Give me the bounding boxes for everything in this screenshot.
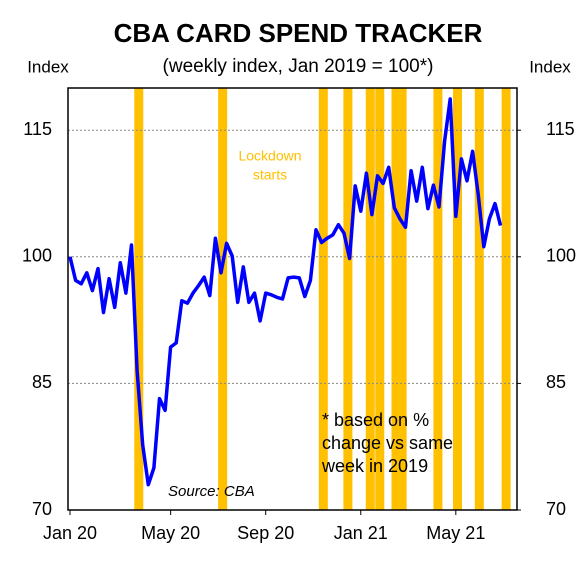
y-tick-label: 85 xyxy=(32,372,52,392)
y2-tick-label: 115 xyxy=(546,119,575,139)
x-tick-label: Sep 20 xyxy=(237,523,294,543)
y2-tick-label: 100 xyxy=(546,246,576,266)
series-line xyxy=(68,97,503,487)
annotation: * based on % xyxy=(322,410,429,430)
chart-subtitle: (weekly index, Jan 2019 = 100*) xyxy=(163,56,434,77)
lockdown-bar xyxy=(433,88,443,510)
y2-tick-label: 70 xyxy=(546,499,566,519)
lockdown-bar xyxy=(452,88,462,510)
annotation: Source: CBA xyxy=(168,483,255,500)
annotation: week in 2019 xyxy=(321,456,428,476)
x-tick-label: May 20 xyxy=(141,523,200,543)
x-tick-label: Jan 21 xyxy=(334,523,388,543)
annotation: Lockdown xyxy=(238,148,301,164)
lockdown-bar xyxy=(391,88,401,510)
chart-title: CBA CARD SPEND TRACKER xyxy=(114,18,483,48)
y-tick-label: 115 xyxy=(23,119,52,139)
lockdown-bar xyxy=(397,88,407,510)
y-axis-label: Index xyxy=(27,57,69,76)
x-tick-label: May 21 xyxy=(426,523,485,543)
annotation: starts xyxy=(253,167,287,183)
lockdown-bar xyxy=(218,88,228,510)
lockdown-bar xyxy=(375,88,385,510)
lockdown-bar xyxy=(343,88,353,510)
lockdown-bar xyxy=(318,88,328,510)
lockdown-bar xyxy=(134,88,144,510)
y2-axis-label: Index xyxy=(529,57,571,76)
plot-frame xyxy=(67,87,518,511)
y2-tick-label: 85 xyxy=(546,372,566,392)
y-tick-label: 70 xyxy=(32,499,52,519)
lockdown-bar xyxy=(365,88,375,510)
lockdown-bar xyxy=(501,88,511,510)
x-tick-label: Jan 20 xyxy=(43,523,97,543)
lockdown-bar xyxy=(474,88,484,510)
y-tick-label: 100 xyxy=(22,246,52,266)
annotation: change vs same xyxy=(322,433,453,453)
